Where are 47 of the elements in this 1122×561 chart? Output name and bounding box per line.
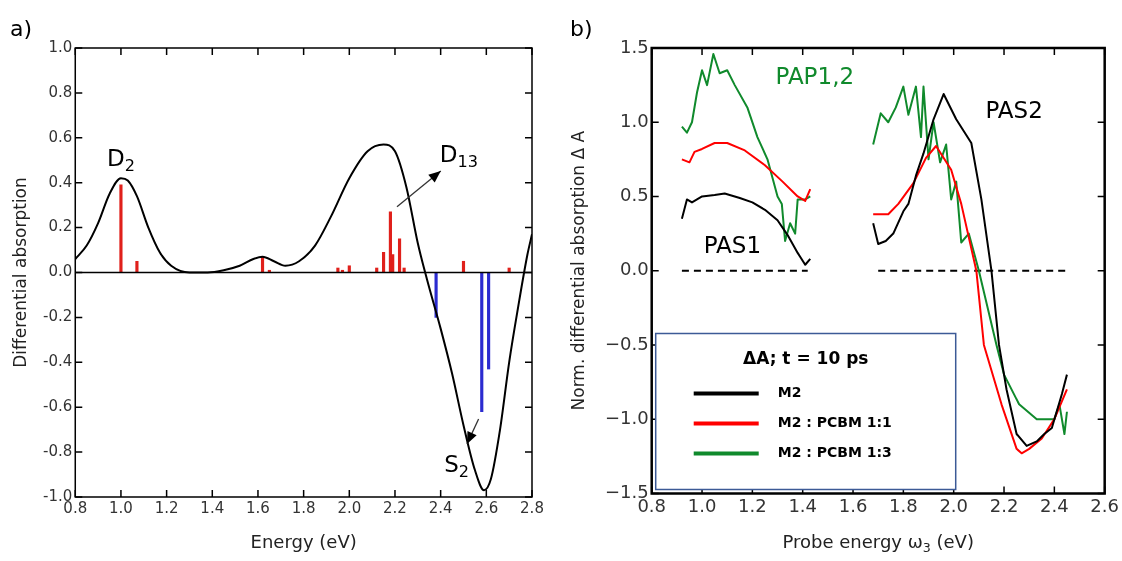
x-tick-label: 1.6: [838, 494, 868, 516]
x-tick-label: 1.8: [291, 498, 316, 517]
x-axis-title: Energy (eV): [250, 530, 357, 552]
y-axis-title: Differential absorption: [10, 177, 31, 368]
legend-label: M2: [777, 384, 802, 401]
y-tick-label: -0.8: [42, 441, 73, 460]
x-tick-label: 2.2: [383, 498, 407, 517]
y-tick-label: 0.5: [620, 184, 649, 206]
y-tick-label: 1.0: [620, 109, 649, 131]
y-tick-label: 0.8: [48, 82, 73, 101]
chart-title: a): [10, 15, 33, 41]
y-tick-label: -0.2: [42, 307, 73, 326]
x-tick-label: 2.2: [989, 494, 1019, 516]
y-tick-label: -0.4: [42, 352, 73, 371]
annotation: PAS1: [703, 232, 762, 259]
legend-label: M2 : PCBM 1:3: [777, 444, 892, 461]
x-tick-label: 2.4: [428, 498, 453, 517]
y-axis-title: Norm. differential absorption Δ A: [568, 130, 589, 411]
annotation: PAS2: [985, 96, 1043, 123]
x-tick-label: 1.0: [109, 498, 133, 517]
x-tick-label: 2.6: [1090, 494, 1120, 516]
chart-title: b): [570, 15, 593, 41]
x-tick-label: 1.2: [154, 498, 179, 517]
x-tick-label: 1.8: [889, 494, 918, 516]
x-tick-label: 1.0: [687, 494, 717, 516]
y-tick-label: 1.0: [48, 37, 73, 56]
y-tick-label: -0.6: [42, 397, 73, 416]
legend-label: M2 : PCBM 1:1: [777, 414, 892, 431]
x-tick-label: 2.0: [337, 498, 362, 517]
y-tick-label: 1.5: [620, 35, 649, 57]
y-tick-label: 0.4: [48, 172, 73, 191]
x-tick-label: 2.0: [939, 494, 969, 516]
x-tick-label: 2.6: [474, 498, 499, 517]
x-tick-label: 1.4: [200, 498, 225, 517]
y-tick-label: 0.0: [48, 262, 73, 281]
y-tick-label: 0.6: [48, 127, 73, 146]
y-tick-label: 0.2: [48, 217, 73, 236]
legend-title: ΔA; t = 10 ps: [743, 347, 869, 368]
y-tick-label: −0.5: [604, 332, 649, 354]
x-tick-label: 1.6: [246, 498, 270, 517]
x-tick-label: 1.4: [788, 494, 818, 516]
x-tick-label: 1.2: [738, 494, 767, 516]
x-tick-label: 2.4: [1040, 494, 1069, 516]
annotation: PAP1,2: [775, 62, 855, 89]
y-tick-label: 0.0: [620, 258, 649, 280]
x-tick-label: 2.8: [520, 498, 544, 517]
y-tick-label: −1.0: [604, 406, 649, 428]
